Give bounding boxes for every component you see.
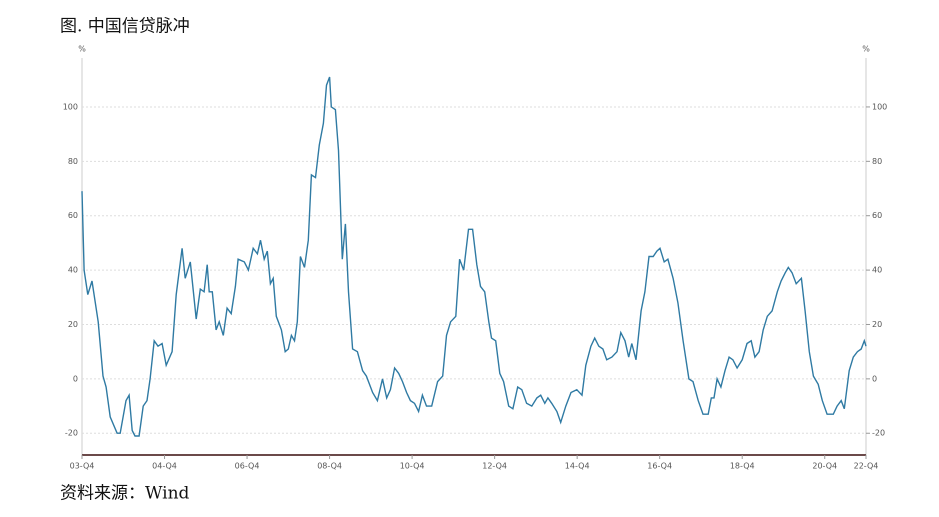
x-tick-label: 03-Q4 <box>70 462 95 471</box>
y-tick-label: 60 <box>68 211 78 220</box>
y2-tick-label: -20 <box>872 429 885 438</box>
chart-title: 图. 中国信贷脉冲 <box>60 17 190 37</box>
y-tick-label: 0 <box>73 374 78 383</box>
series-line <box>81 76 867 437</box>
x-tick-label: 12-Q4 <box>482 462 507 471</box>
x-tick-label: 06-Q4 <box>235 462 260 471</box>
x-tick-label: 10-Q4 <box>400 462 425 471</box>
y-tick-label: -20 <box>65 429 78 438</box>
y-unit: % <box>78 45 86 54</box>
y2-tick-label: 0 <box>872 374 877 383</box>
y-tick-label: 80 <box>68 157 78 166</box>
y2-tick-label: 80 <box>872 157 882 166</box>
x-tick-label: 22-Q4 <box>854 462 879 471</box>
x-tick-label: 04-Q4 <box>152 462 177 471</box>
x-tick-label: 20-Q4 <box>812 462 837 471</box>
x-tick-label: 08-Q4 <box>317 462 342 471</box>
y-tick-label: 100 <box>63 102 78 111</box>
y2-tick-label: 40 <box>872 266 882 275</box>
source-note: 资料来源：Wind <box>60 484 190 504</box>
y-tick-label: 40 <box>68 266 78 275</box>
y2-tick-label: 100 <box>872 102 887 111</box>
y2-tick-label: 20 <box>872 320 882 329</box>
x-tick-label: 16-Q4 <box>647 462 672 471</box>
x-tick-label: 18-Q4 <box>730 462 755 471</box>
y2-unit: % <box>862 45 870 54</box>
y-tick-label: 20 <box>68 320 78 329</box>
y2-tick-label: 60 <box>872 211 882 220</box>
x-tick-label: 14-Q4 <box>565 462 590 471</box>
